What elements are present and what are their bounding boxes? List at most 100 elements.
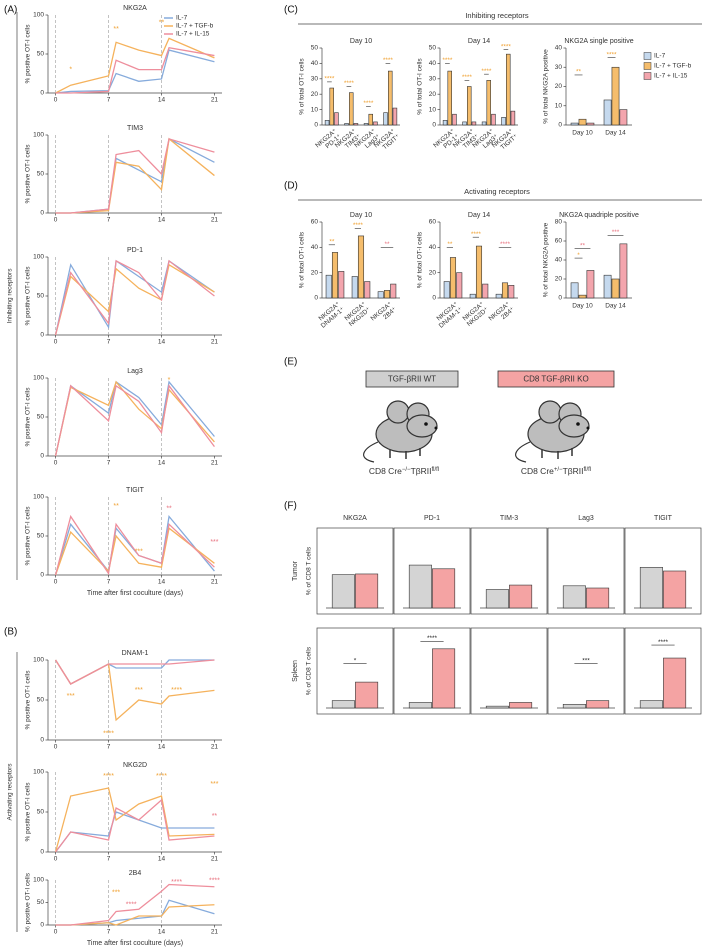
significance-label: **** <box>481 68 492 75</box>
legend-label: IL-7 + TGF-b <box>654 63 692 70</box>
y-tick-label: 60 <box>555 238 563 245</box>
chart-title: DNAM-1 <box>122 650 149 657</box>
significance-label: **** <box>324 76 335 83</box>
bar <box>452 113 457 126</box>
x-tick-label: 0 <box>54 579 58 586</box>
x-tick-label: Day 14 <box>605 303 626 310</box>
bar <box>324 120 330 126</box>
chart-frame <box>316 627 394 715</box>
y-tick-label: 0 <box>40 90 44 97</box>
y-tick-label: 20 <box>311 91 319 98</box>
series-line <box>55 49 215 94</box>
y-tick-label: 60 <box>311 219 319 226</box>
y-tick-label: 0 <box>40 849 44 856</box>
series-line <box>54 514 215 576</box>
x-tick-label: 7 <box>107 856 111 863</box>
chart-frame <box>624 527 702 615</box>
y-tick-label: 50 <box>311 45 319 52</box>
x-tick-label: 7 <box>107 339 111 346</box>
y-tick-label: 10 <box>429 106 437 113</box>
bar <box>562 585 586 609</box>
bar <box>467 86 472 126</box>
bar <box>351 276 358 299</box>
bar <box>510 110 516 126</box>
bar <box>432 568 456 609</box>
legend-swatch <box>643 52 652 60</box>
bar <box>578 294 587 299</box>
group-label: Activating receptors <box>7 763 14 821</box>
significance-label: **** <box>209 878 220 885</box>
bar <box>508 285 515 299</box>
y-tick-label: 40 <box>429 60 437 67</box>
panel-label: (C) <box>284 5 298 16</box>
bar <box>338 271 345 299</box>
legend-swatch <box>643 72 652 80</box>
y-tick-label: 10 <box>555 102 563 109</box>
chart-title: NKG2D <box>123 762 147 769</box>
section-header: Inhibiting receptors <box>465 11 529 20</box>
significance-label: **** <box>103 773 114 780</box>
section-header: Activating receptors <box>464 187 530 196</box>
x-tick-label: 14 <box>158 339 166 346</box>
y-tick-label: 20 <box>555 276 563 283</box>
y-tick-label: 50 <box>37 809 45 816</box>
significance-label: **** <box>471 231 482 238</box>
y-tick-label: 0 <box>558 122 562 129</box>
x-tick-label: 21 <box>211 460 219 467</box>
bar <box>355 681 379 709</box>
significance-label: *** <box>135 687 143 694</box>
y-tick-label: 50 <box>37 899 45 906</box>
significance-label: * <box>69 66 72 73</box>
y-tick-label: 20 <box>429 269 437 276</box>
chart-title: Day 14 <box>468 212 490 219</box>
significance-label: **** <box>427 635 438 642</box>
significance-label: ** <box>113 26 119 33</box>
y-axis-label: % positive OT-I cells <box>25 670 32 730</box>
significance-label: ** <box>447 241 453 248</box>
x-tick-label: Day 14 <box>605 130 626 137</box>
bar <box>509 584 533 609</box>
bar <box>578 118 587 126</box>
chart-frame <box>470 527 548 615</box>
y-tick-label: 50 <box>37 697 45 704</box>
bar <box>639 566 663 609</box>
bar <box>619 109 628 126</box>
chart-title: PD-1 <box>127 247 143 254</box>
bar <box>390 283 397 299</box>
x-tick-label: 14 <box>158 460 166 467</box>
panel-label: (A) <box>4 5 17 16</box>
x-tick-label: 0 <box>54 217 58 224</box>
genotype-box <box>497 370 615 388</box>
y-axis-label: % of total OT-I cells <box>299 231 306 288</box>
significance-label: *** <box>612 229 620 236</box>
significance-label: ** <box>576 69 582 76</box>
bar <box>586 270 595 299</box>
chart-title: Day 14 <box>468 38 490 45</box>
significance-label: **** <box>606 51 617 58</box>
significance-label: ** <box>159 20 165 27</box>
caption-sup: fl/fl <box>432 467 440 473</box>
significance-label: *** <box>112 889 120 896</box>
x-tick-label: 21 <box>211 856 219 863</box>
bar <box>485 705 509 709</box>
y-axis-label: % of total NKG2A positive <box>543 49 550 124</box>
bar <box>383 290 391 299</box>
chart-title: 2B4 <box>129 870 142 877</box>
x-tick-label: 7 <box>107 217 111 224</box>
panel-label: (F) <box>284 501 297 512</box>
y-tick-label: 40 <box>311 244 319 251</box>
mouse-icon <box>363 400 438 463</box>
x-tick-label: 0 <box>54 339 58 346</box>
chart-title: Lag3 <box>578 515 594 522</box>
y-tick-label: 40 <box>555 257 563 264</box>
bar <box>355 573 379 609</box>
y-tick-label: 20 <box>555 83 563 90</box>
significance-label: ** <box>113 503 119 510</box>
y-tick-label: 100 <box>33 657 44 664</box>
significance-label: **** <box>383 57 394 64</box>
significance-label: ** <box>329 239 335 246</box>
y-axis-label: % positive OT-I cells <box>25 24 32 84</box>
series-line <box>55 138 215 214</box>
significance-label: **** <box>171 879 182 886</box>
bar <box>495 293 502 299</box>
